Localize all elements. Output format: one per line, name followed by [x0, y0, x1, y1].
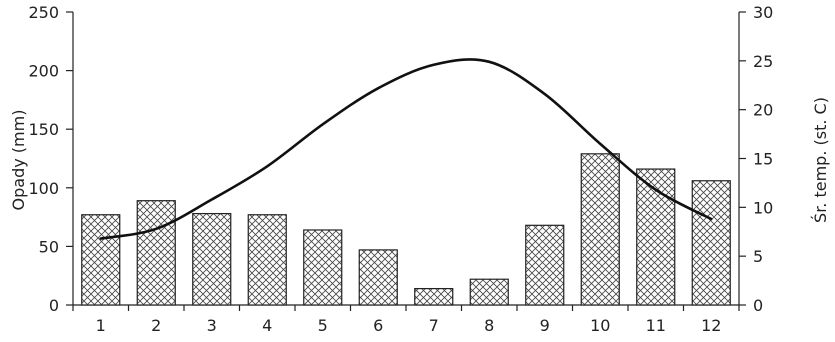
y-tick-label: 100 — [28, 179, 59, 198]
x-tick-label: 3 — [207, 316, 217, 335]
precipitation-bar — [469, 278, 509, 306]
precipitation-bar — [525, 224, 565, 306]
precipitation-bar — [580, 153, 620, 306]
y2-axis-label: Śr. temp. (st. C) — [811, 97, 830, 223]
y2-tick-label: 30 — [753, 3, 773, 22]
x-tick-label: 6 — [373, 316, 383, 335]
y2-tick-label: 5 — [753, 247, 763, 266]
precipitation-bar — [691, 180, 731, 306]
x-tick-label: 12 — [701, 316, 721, 335]
y-tick-label: 200 — [28, 62, 59, 81]
precipitation-bar — [136, 200, 176, 306]
precipitation-bar — [81, 214, 121, 306]
x-tick-label: 11 — [646, 316, 666, 335]
precipitation-bar — [247, 214, 287, 306]
precipitation-bar — [192, 212, 232, 306]
x-axis-ticks: 1 2 3 4 5 6 7 8 9 10 11 12 — [72, 305, 740, 335]
x-tick-label: 8 — [484, 316, 494, 335]
precipitation-bar — [358, 249, 398, 306]
y-axis-label: Opady (mm) — [9, 110, 28, 211]
precipitation-bar — [636, 168, 676, 306]
x-tick-label: 2 — [151, 316, 161, 335]
y-tick-label: 150 — [28, 120, 59, 139]
x-tick-label: 7 — [429, 316, 439, 335]
x-tick-label: 9 — [540, 316, 550, 335]
precipitation-bars — [81, 153, 731, 306]
y2-tick-label: 0 — [753, 296, 763, 315]
precipitation-bar — [414, 287, 454, 306]
y2-tick-label: 10 — [753, 198, 773, 217]
y2-tick-label: 15 — [753, 150, 773, 169]
y2-axis-ticks: 0 5 10 15 20 25 30 — [739, 3, 773, 315]
y-tick-label: 0 — [49, 296, 59, 315]
y-tick-label: 250 — [28, 3, 59, 22]
x-tick-label: 10 — [590, 316, 610, 335]
precipitation-bar — [303, 229, 343, 306]
x-tick-label: 1 — [96, 316, 106, 335]
temperature-line — [99, 58, 713, 240]
y2-tick-label: 25 — [753, 52, 773, 71]
y-tick-label: 50 — [39, 237, 59, 256]
y2-tick-label: 20 — [753, 101, 773, 120]
x-tick-label: 5 — [318, 316, 328, 335]
x-tick-label: 4 — [262, 316, 272, 335]
y-axis-ticks: 0 50 100 150 200 250 — [28, 3, 73, 315]
